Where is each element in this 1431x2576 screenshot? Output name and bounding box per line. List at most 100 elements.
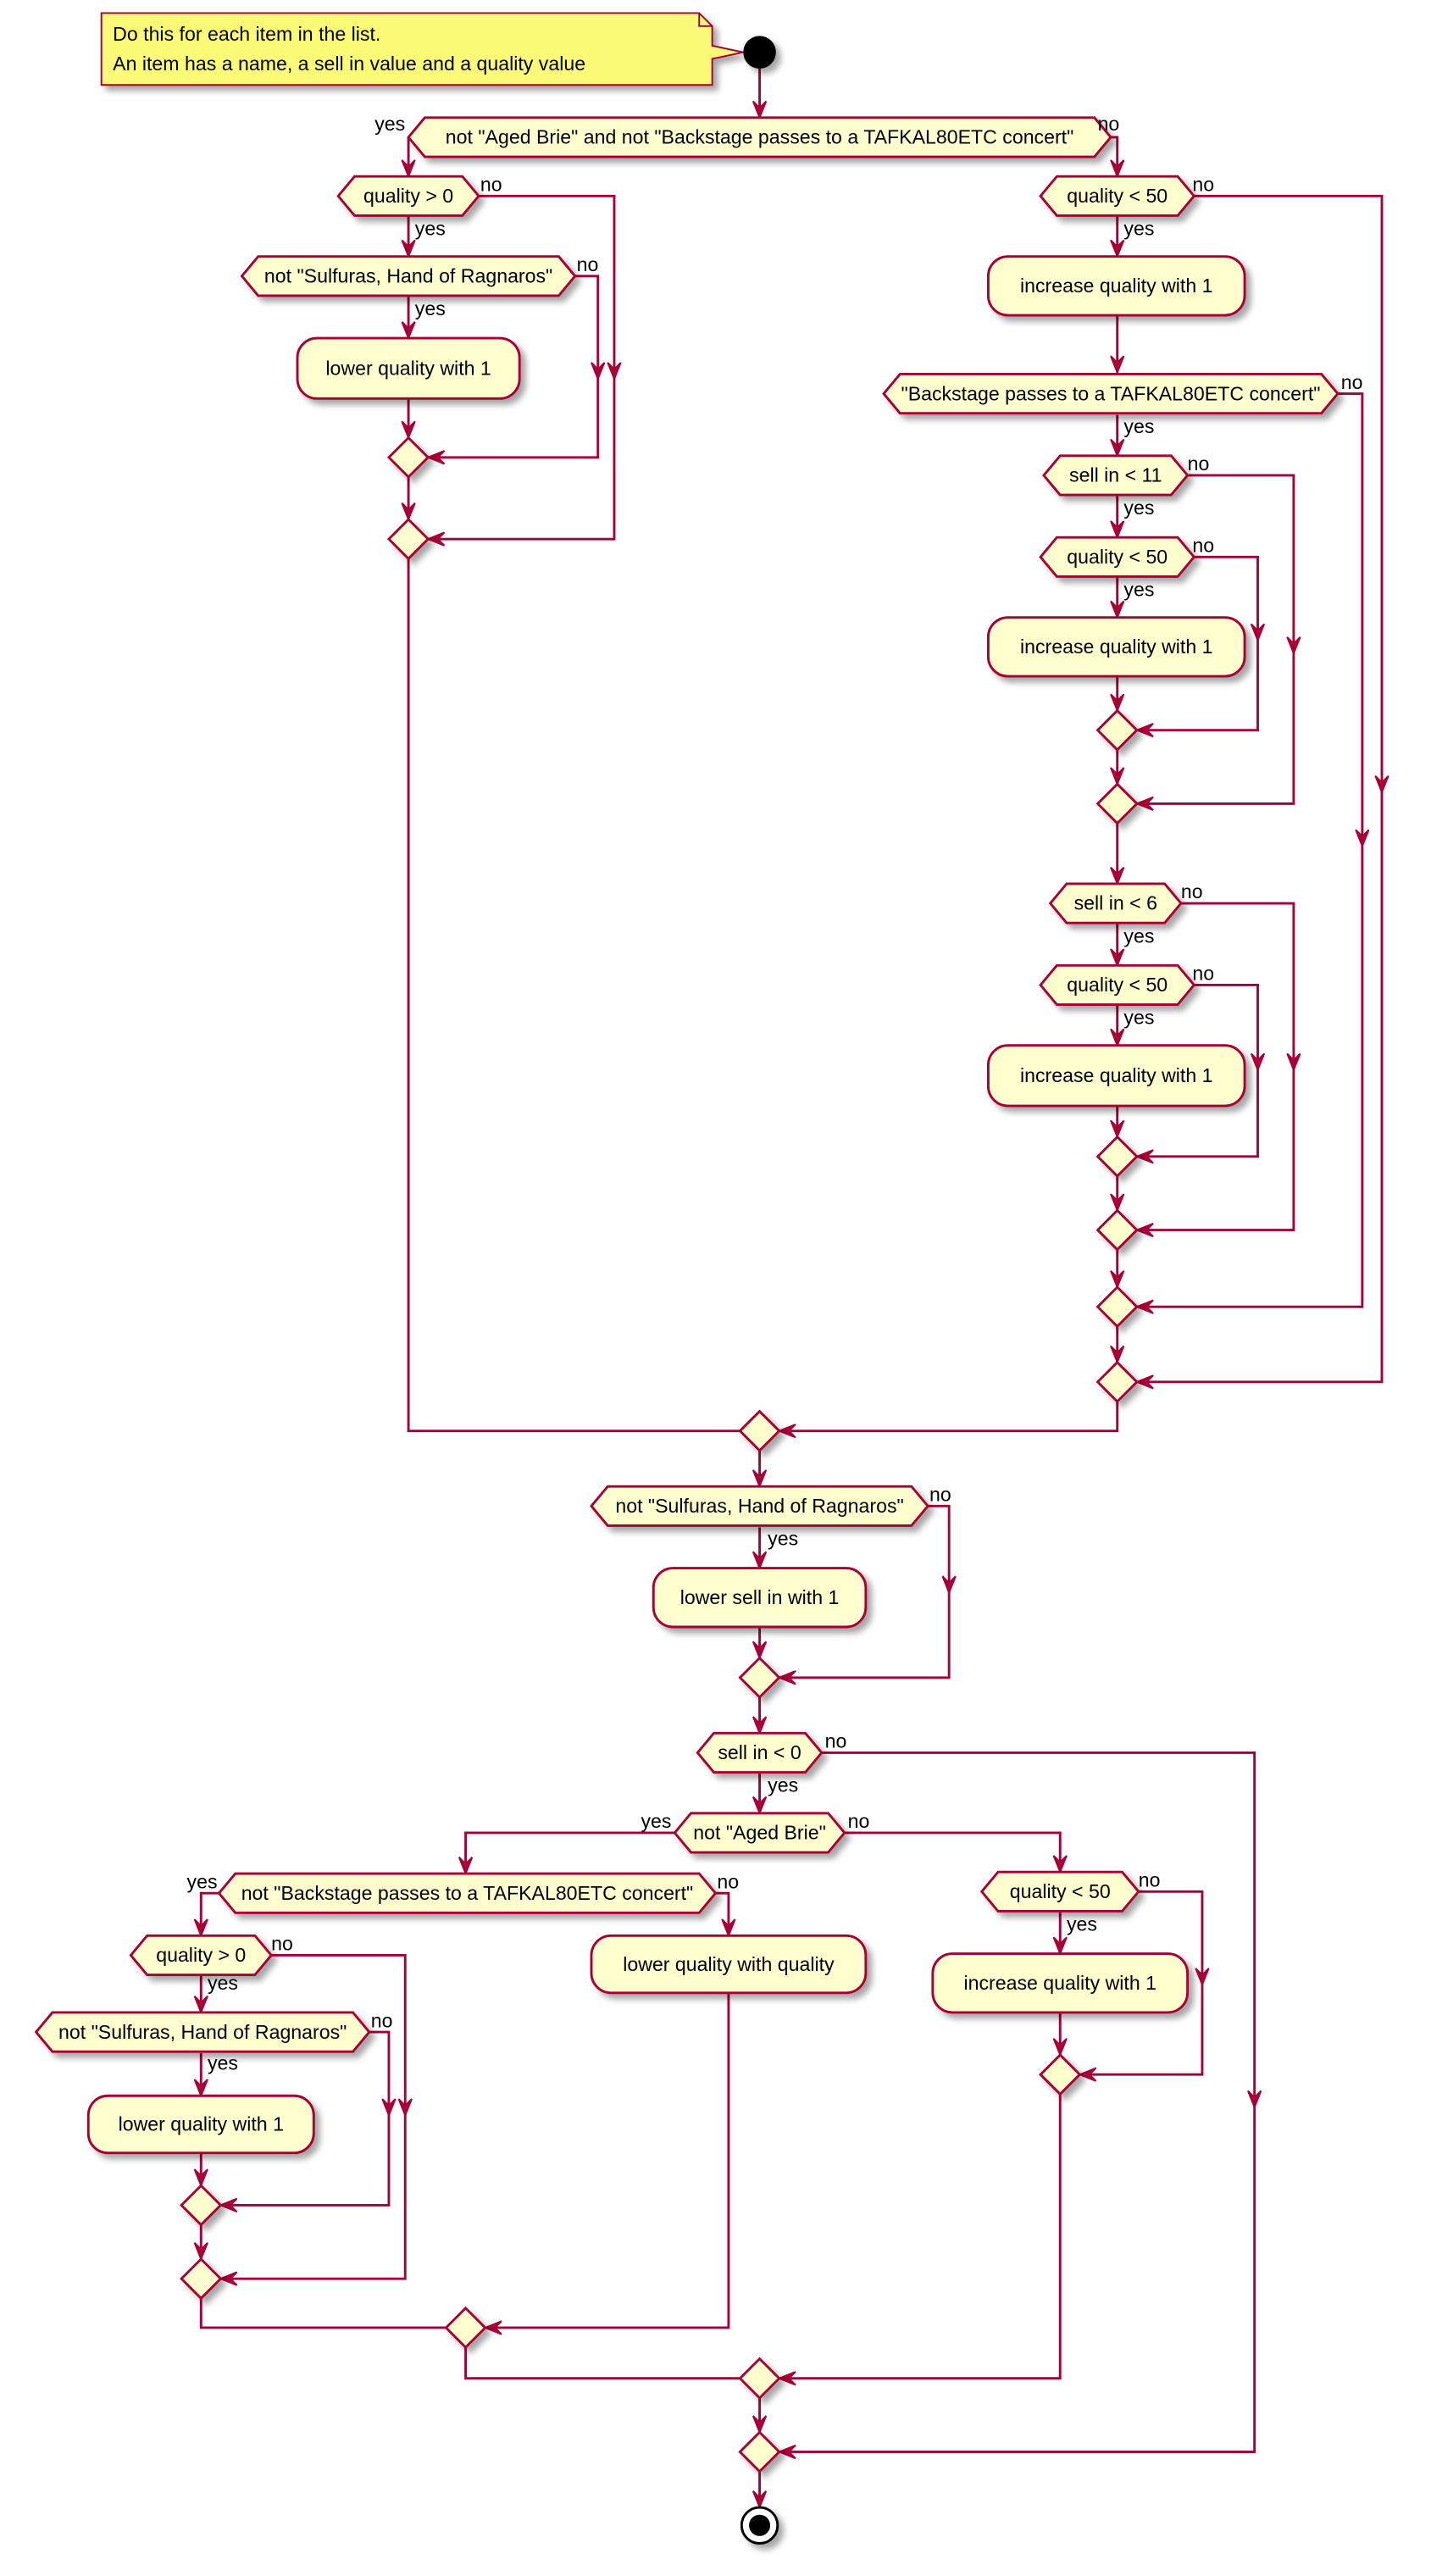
action-text: increase quality with 1	[1020, 275, 1213, 297]
branch-label-yes: yes	[374, 113, 405, 135]
branch-label-yes: yes	[768, 1528, 798, 1550]
arrowhead	[1247, 2090, 1262, 2110]
arrowhead	[1110, 1193, 1125, 1213]
branch-label-yes: yes	[415, 297, 446, 319]
condition-not-sulfuras: not "Sulfuras, Hand of Ragnaros"	[590, 1485, 929, 1527]
condition-text: quality > 0	[156, 1944, 246, 1966]
action-text: lower quality with 1	[325, 357, 491, 379]
flow-edge	[428, 275, 600, 459]
branch-label-no: no	[1341, 371, 1363, 393]
flow-edge	[779, 2094, 1062, 2380]
arrowhead	[752, 1716, 768, 1735]
condition-not-aged-brie: not "Aged Brie"	[673, 1812, 846, 1854]
merge-diamond	[180, 2257, 223, 2301]
merge-diamond	[1095, 1208, 1139, 1252]
condition-text: not "Sulfuras, Hand of Ragnaros"	[58, 2021, 347, 2043]
arrowhead	[1110, 866, 1125, 886]
condition-main: not "Aged Brie" and not "Backstage passe…	[407, 116, 1112, 158]
arrowhead	[1134, 1299, 1154, 1314]
condition-text: quality < 50	[1067, 974, 1168, 996]
condition-text: sell in < 11	[1069, 464, 1162, 486]
arrowhead	[1134, 796, 1154, 812]
arrowhead	[1110, 438, 1125, 458]
action-increase-quality: increase quality with 1	[931, 1952, 1190, 2014]
branch-label-yes: yes	[1123, 415, 1154, 437]
note: Do this for each item in the list. An ite…	[100, 12, 744, 86]
arrowhead	[1110, 948, 1125, 968]
condition-text: sell in < 0	[718, 1741, 801, 1763]
arrowhead	[1110, 520, 1125, 540]
flow-edge	[715, 1891, 730, 1936]
action-increase-quality: increase quality with 1	[986, 1044, 1246, 1108]
merge-diamond	[1095, 1135, 1139, 1178]
branch-label-no: no	[480, 174, 502, 196]
arrowhead	[777, 1424, 796, 1439]
action-increase-quality: increase quality with 1	[986, 616, 1246, 678]
action-lower-quality: lower quality with 1	[296, 336, 521, 400]
flow-edge	[1111, 136, 1119, 177]
action-lower-quality-with-quality: lower quality with quality	[590, 1934, 868, 1995]
arrowhead	[1110, 1345, 1125, 1365]
condition-sell-in-lt-6: sell in < 6	[1048, 882, 1183, 924]
condition-not-sulfuras: not "Sulfuras, Hand of Ragnaros"	[240, 255, 577, 297]
action-lower-sell-in: lower sell in with 1	[652, 1567, 868, 1629]
arrowhead	[1134, 1149, 1154, 1164]
condition-text: quality < 50	[1067, 546, 1168, 568]
flow-edge	[1136, 474, 1295, 805]
flow-edge	[428, 194, 616, 541]
branch-label-no: no	[717, 1870, 739, 1892]
arrowhead	[1134, 1374, 1154, 1390]
arrowhead	[1374, 774, 1389, 795]
arrowhead	[1052, 1855, 1068, 1874]
arrowhead	[591, 362, 606, 381]
arrowhead	[1110, 1028, 1125, 1048]
arrowhead	[401, 321, 416, 341]
branch-label-no: no	[1181, 880, 1203, 902]
arrowhead	[483, 2320, 502, 2335]
arrowhead	[721, 1918, 736, 1938]
arrowhead	[401, 159, 416, 179]
arrowhead	[752, 1469, 768, 1489]
start-node	[743, 36, 776, 69]
arrowhead	[1286, 636, 1301, 656]
condition-text: not "Aged Brie"	[693, 1822, 826, 1844]
condition-text: sell in < 6	[1074, 892, 1157, 914]
branch-label-no: no	[271, 1933, 293, 1955]
note-line: Do this for each item in the list.	[113, 23, 380, 45]
flow-edge	[779, 1751, 1256, 2453]
arrowhead	[1110, 239, 1125, 259]
arrowhead	[1250, 623, 1266, 643]
arrowhead	[1110, 159, 1125, 179]
branch-label-no: no	[1188, 452, 1210, 475]
branch-label-no: no	[1192, 535, 1214, 557]
note-line: An item has a name, a sell in value and …	[113, 53, 585, 75]
branch-label-yes: yes	[641, 1810, 671, 1832]
arrowhead	[381, 2098, 397, 2118]
condition-quality-gt-0: quality > 0	[129, 1934, 274, 1977]
branch-label-yes: yes	[208, 1972, 238, 1994]
arrowhead	[1134, 723, 1154, 738]
merge-diamond	[1095, 1285, 1139, 1329]
condition-sell-in-lt-11: sell in < 11	[1042, 454, 1190, 497]
arrowhead	[1110, 600, 1125, 620]
branch-label-yes: yes	[1123, 924, 1154, 947]
merge-diamond	[444, 2306, 487, 2350]
arrowhead	[1110, 1119, 1125, 1140]
arrowhead	[1250, 1052, 1266, 1073]
branch-label-no: no	[371, 2009, 393, 2031]
end-node	[740, 2506, 779, 2545]
arrowhead	[218, 2197, 238, 2213]
flow-edge	[464, 1831, 675, 1874]
merge-diamond	[1095, 708, 1139, 752]
branch-label-no: no	[1098, 113, 1120, 135]
action-text: increase quality with 1	[1020, 1064, 1213, 1086]
merge-diamond	[386, 517, 430, 561]
arrowhead	[777, 1670, 796, 1685]
flow-edge	[779, 1401, 1119, 1433]
branch-label-yes: yes	[1123, 497, 1154, 519]
arrowhead	[397, 2098, 413, 2118]
condition-quality-lt-50: quality < 50	[1039, 536, 1196, 578]
arrowhead	[193, 2079, 208, 2098]
arrowhead	[1077, 2067, 1097, 2082]
